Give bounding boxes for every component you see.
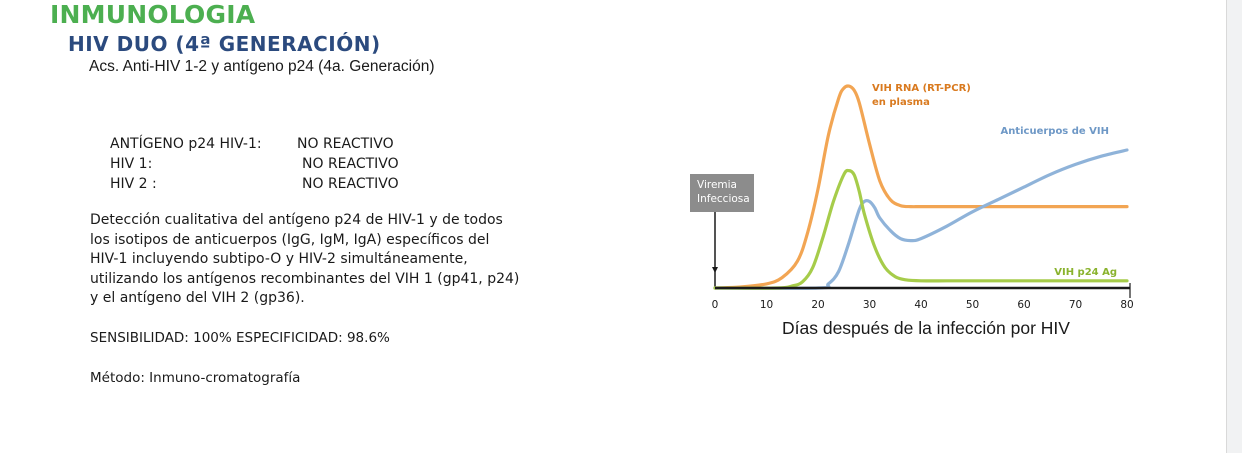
viremia-box-label: Infecciosa bbox=[697, 193, 750, 205]
description-line: y el antígeno del VIH 2 (gp36). bbox=[90, 290, 305, 306]
series-label-rna: en plasma bbox=[872, 97, 930, 108]
result-value: NO REACTIVO bbox=[302, 156, 399, 172]
result-label: ANTÍGENO p24 HIV-1: bbox=[110, 136, 262, 152]
series-line-rna bbox=[713, 84, 1129, 290]
chart-svg: Viremia Infecciosa 0 10 20 30 40 50 60 70 80 VIH RN… bbox=[690, 70, 1140, 315]
description-line: Detección cualitativa del antígeno p24 d… bbox=[90, 212, 503, 228]
series-label-antibodies: Anticuerpos de VIH bbox=[1000, 126, 1109, 137]
viremia-box-bg bbox=[690, 174, 754, 212]
series-line-antibodies bbox=[713, 148, 1129, 290]
series-label-p24: VIH p24 Ag bbox=[1054, 267, 1117, 278]
chart-background bbox=[690, 70, 1140, 315]
viremia-box-label: Viremia bbox=[697, 179, 737, 191]
x-tick-label: 70 bbox=[1069, 299, 1082, 311]
x-tick-label: 60 bbox=[1017, 299, 1030, 311]
test-description: Detección cualitativa del antígeno p24 d… bbox=[90, 211, 540, 309]
result-value: NO REACTIVO bbox=[302, 176, 399, 192]
x-tick-label: 0 bbox=[712, 299, 719, 311]
description-line: utilizando los antígenos recombinantes d… bbox=[90, 270, 520, 287]
x-axis-title: Días después de la infección por HIV bbox=[782, 318, 1070, 338]
series-label-rna: VIH RNA (RT-PCR) bbox=[872, 83, 971, 94]
description-line: los isotipos de anticuerpos (IgG, IgM, I… bbox=[90, 231, 490, 248]
test-title: HIV DUO (4ª GENERACIÓN) bbox=[68, 32, 381, 56]
description-line: HIV-1 incluyendo subtipo-O y HIV-2 simul… bbox=[90, 251, 468, 267]
series-line-p24 bbox=[713, 168, 1129, 290]
method: Método: Inmuno-cromatografía bbox=[90, 370, 301, 386]
page-edge bbox=[1227, 0, 1242, 453]
page-edge-line bbox=[1226, 0, 1227, 453]
x-tick-label: 30 bbox=[863, 299, 876, 311]
result-label: HIV 1: bbox=[110, 156, 153, 172]
x-tick-label: 50 bbox=[966, 299, 979, 311]
x-tick-label: 10 bbox=[760, 299, 773, 311]
viremia-box: Viremia Infecciosa bbox=[690, 174, 754, 212]
sensitivity-specificity: SENSIBILIDAD: 100% ESPECIFICIDAD: 98.6% bbox=[90, 330, 390, 346]
section-title: INMUNOLOGIA bbox=[50, 0, 256, 29]
result-value: NO REACTIVO bbox=[297, 136, 394, 152]
result-label: HIV 2 : bbox=[110, 176, 157, 192]
hiv-markers-chart: Viremia Infecciosa 0 10 20 30 40 50 60 70 80 VIH RN… bbox=[690, 70, 1140, 324]
test-subtitle: Acs. Anti-HIV 1-2 y antígeno p24 (4a. Ge… bbox=[89, 58, 435, 75]
x-tick-label: 20 bbox=[811, 299, 824, 311]
x-tick-label: 40 bbox=[914, 299, 927, 311]
y-axis-arrow bbox=[712, 267, 718, 273]
x-tick-label: 80 bbox=[1120, 299, 1133, 311]
